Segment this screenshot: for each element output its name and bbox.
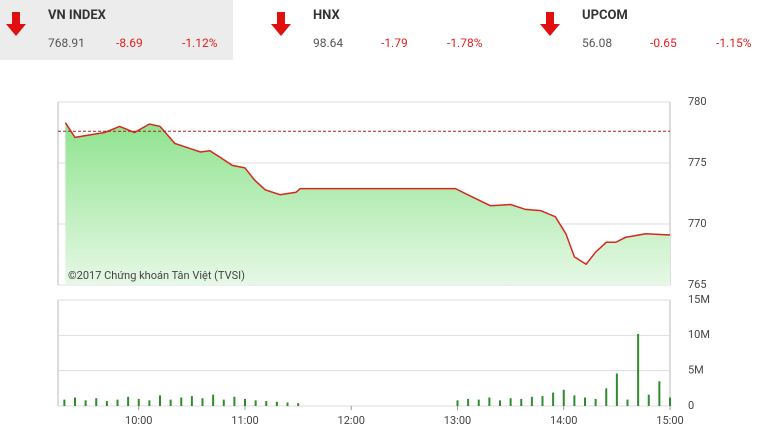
volume-bar bbox=[254, 400, 257, 406]
volume-bar bbox=[212, 394, 215, 406]
volume-bar bbox=[626, 399, 629, 406]
volume-bar bbox=[137, 398, 140, 406]
x-tick-label: 14:00 bbox=[550, 414, 577, 427]
volume-bar bbox=[584, 397, 586, 406]
volume-bar bbox=[190, 396, 193, 406]
index-name: UPCOM bbox=[582, 8, 628, 23]
volume-bar bbox=[530, 396, 533, 406]
price-line bbox=[64, 122, 671, 266]
index-value: 56.08 bbox=[582, 36, 613, 50]
volume-bar bbox=[265, 401, 268, 406]
volume-bar bbox=[647, 394, 650, 406]
volume-bar bbox=[499, 400, 501, 406]
volume-bar bbox=[105, 401, 108, 406]
volume-bar bbox=[467, 398, 470, 406]
y-tick-label: 15M bbox=[688, 293, 710, 306]
index-change: -8.69 bbox=[116, 36, 143, 50]
volume-bar bbox=[477, 399, 480, 406]
volume-bar bbox=[74, 397, 76, 406]
volume-bar bbox=[573, 395, 576, 406]
down-arrow bbox=[540, 12, 560, 36]
index-panel[interactable]: VN INDEX 768.91 -8.69 -1.12% bbox=[0, 0, 233, 60]
volume-bar bbox=[637, 333, 640, 406]
volume-bar bbox=[244, 398, 246, 406]
y-tick-label: 765 bbox=[688, 278, 707, 291]
volume-bar bbox=[63, 399, 66, 406]
volume-bar bbox=[84, 400, 87, 406]
y-tick-label: 775 bbox=[688, 156, 707, 169]
index-value: 98.64 bbox=[313, 36, 344, 50]
volume-bar bbox=[233, 396, 236, 406]
volume-bar bbox=[169, 399, 172, 406]
index-bar: VN INDEX 768.91 -8.69 -1.12% HNX 98.64 -1.7… bbox=[0, 0, 767, 60]
volume-bar bbox=[222, 399, 225, 406]
area bbox=[65, 122, 670, 285]
index-percent: -1.15% bbox=[716, 36, 752, 50]
watermark: ©2017 Chứng khoán Tân Việt (TVSI) bbox=[68, 269, 245, 282]
x-tick-label: 10:00 bbox=[125, 414, 152, 427]
index-panel[interactable]: UPCOM 56.08 -0.65 -1.15% bbox=[498, 0, 767, 60]
volume-bar bbox=[594, 398, 597, 406]
index-percent: -1.12% bbox=[182, 36, 218, 50]
index-name: VN INDEX bbox=[48, 8, 106, 23]
y-tick-label: 770 bbox=[688, 217, 707, 230]
volume-bar bbox=[159, 395, 161, 406]
volume-bar bbox=[509, 398, 512, 406]
volume-bar bbox=[286, 402, 289, 406]
volume-bar bbox=[488, 397, 491, 406]
index-percent: -1.78% bbox=[447, 36, 483, 50]
index-value: 768.91 bbox=[48, 36, 85, 50]
index-change: -1.79 bbox=[381, 36, 408, 50]
x-tick-label: 13:00 bbox=[444, 414, 471, 427]
volume-bar bbox=[148, 400, 151, 406]
volume-bar bbox=[615, 373, 618, 406]
volume-bar bbox=[116, 399, 119, 406]
y-tick-label: 780 bbox=[688, 95, 707, 108]
y-tick-label: 5M bbox=[688, 364, 704, 377]
volume-bar bbox=[669, 397, 671, 406]
volume-bar bbox=[658, 381, 661, 406]
volume-bar bbox=[127, 396, 130, 406]
down-arrow bbox=[271, 12, 291, 36]
volume-bar bbox=[552, 392, 555, 406]
volume-bar bbox=[275, 401, 278, 406]
index-name: HNX bbox=[313, 8, 340, 23]
volume-bar bbox=[541, 396, 544, 406]
volume-bar bbox=[180, 397, 183, 406]
volume-bar bbox=[605, 388, 608, 406]
x-tick-label: 12:00 bbox=[338, 414, 365, 427]
y-tick-label: 10M bbox=[688, 328, 710, 341]
volume-bar bbox=[95, 398, 98, 406]
index-panel[interactable]: HNX 98.64 -1.79 -1.78% bbox=[233, 0, 498, 60]
down-arrow bbox=[6, 12, 26, 36]
index-change: -0.65 bbox=[650, 36, 677, 50]
volume-bar bbox=[456, 400, 459, 406]
volume-bar bbox=[562, 389, 565, 406]
volume-bar bbox=[201, 398, 204, 406]
volume-bar bbox=[297, 403, 300, 406]
y-tick-label: 0 bbox=[688, 399, 694, 412]
x-tick-label: 15:00 bbox=[656, 414, 683, 427]
volume-bar bbox=[520, 398, 523, 406]
x-tick-label: 11:00 bbox=[231, 414, 258, 427]
